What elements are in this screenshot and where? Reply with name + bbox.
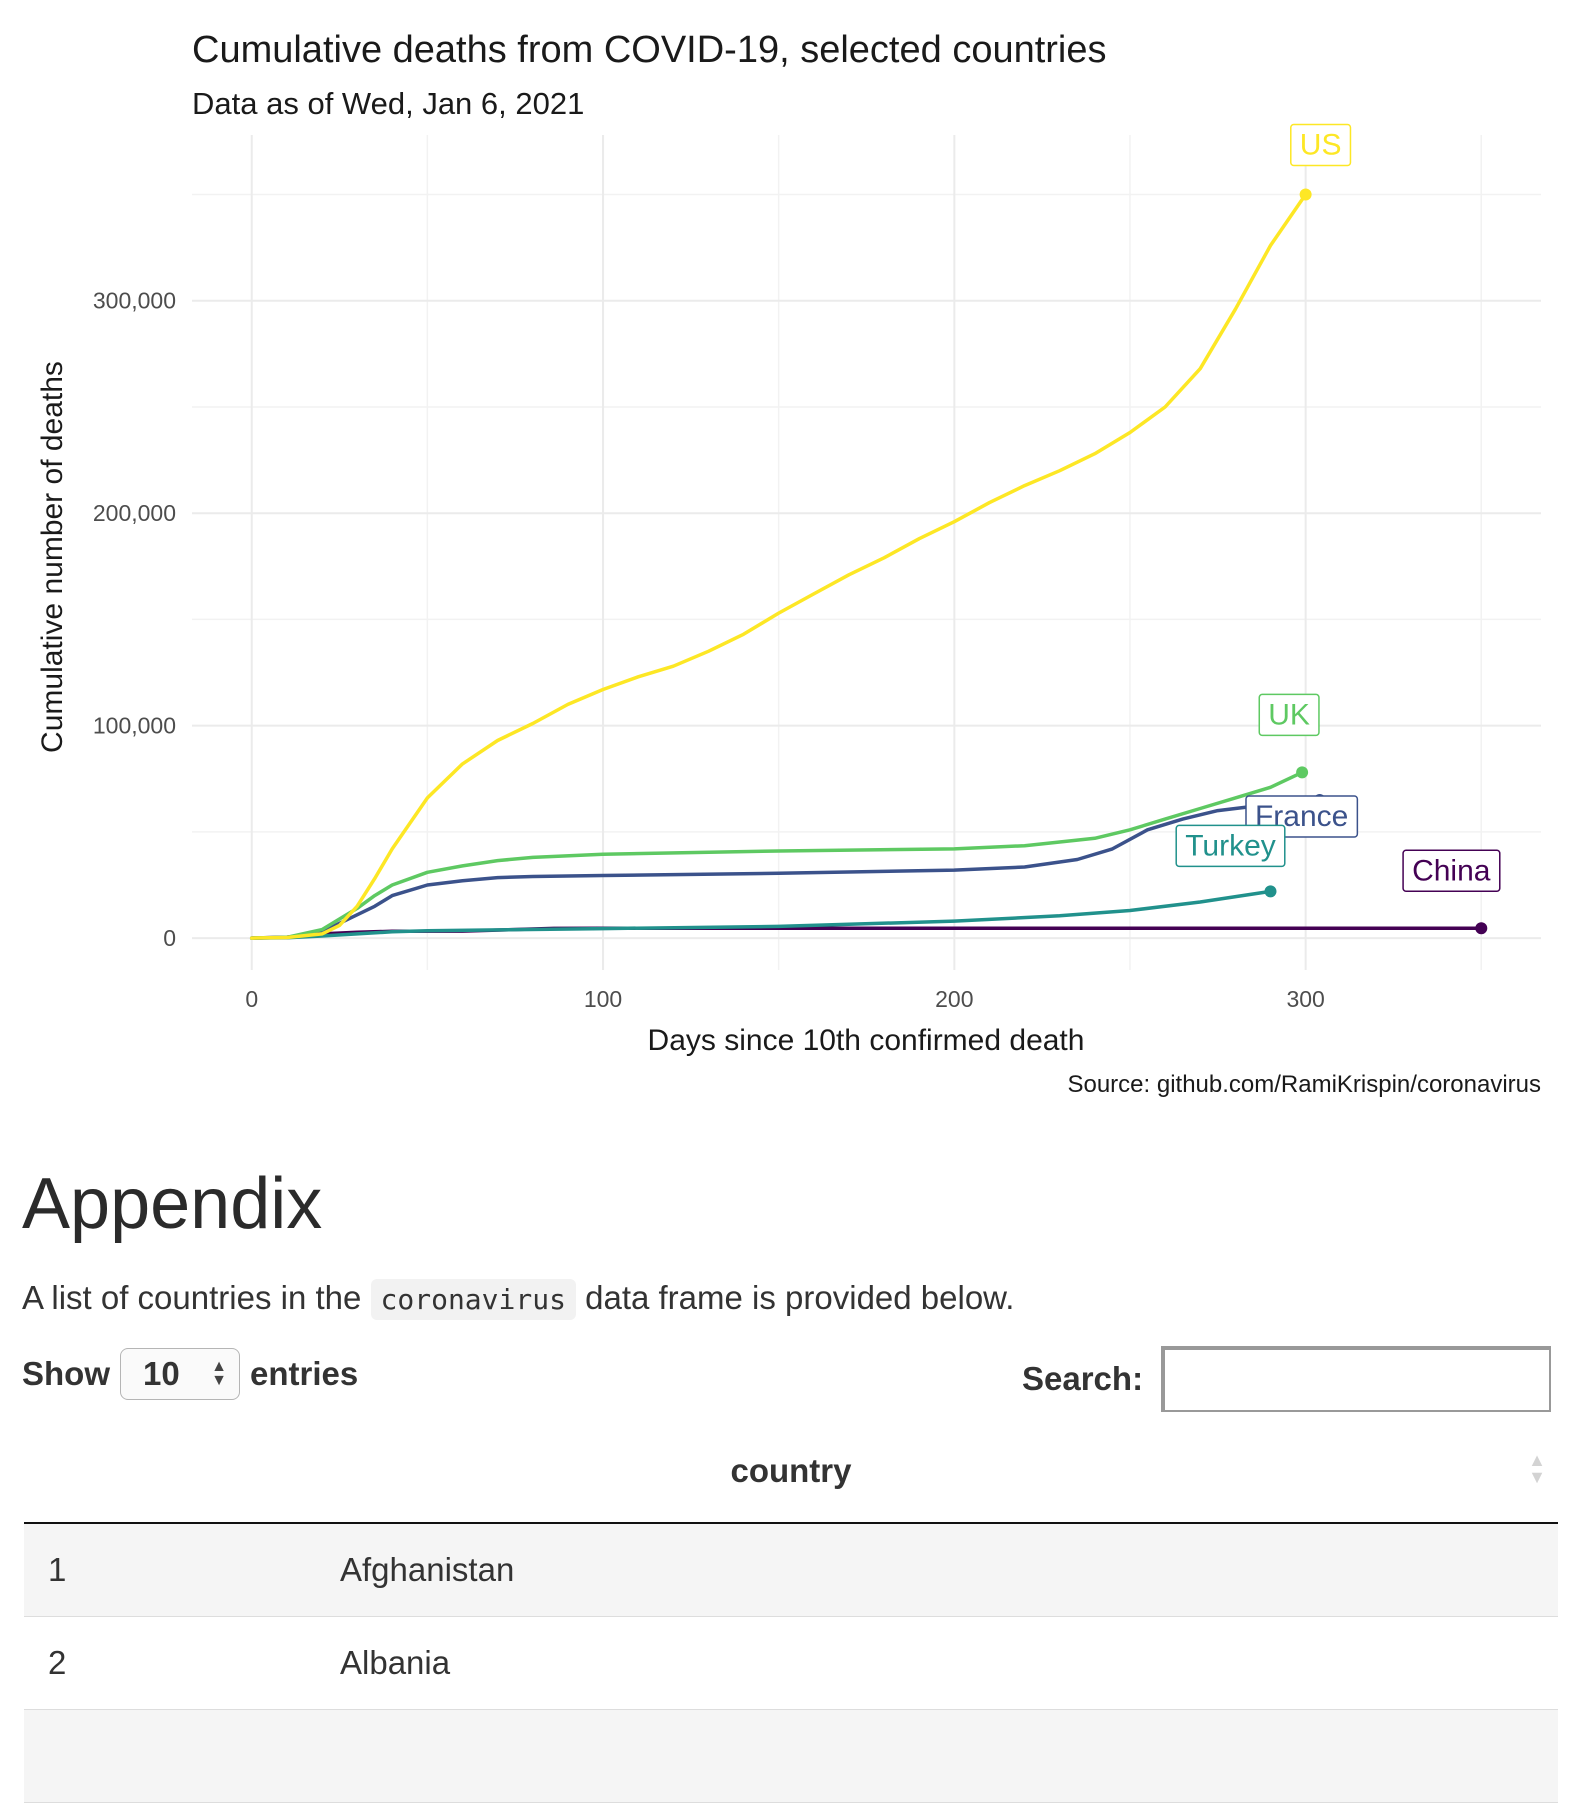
chart-series-lines [249,188,1488,940]
entries-select-value: 10 [143,1355,180,1392]
description-text-start: A list of countries in the [22,1279,371,1316]
table-header: country ▲ ▼ [24,1420,1558,1524]
series-line-us [249,192,1308,940]
series-endpoint-china [1475,922,1488,935]
series-label-text: UK [1268,698,1310,731]
x-tick-label: 100 [584,986,622,1012]
series-label-us: US [1290,123,1352,167]
y-tick-label: 200,000 [93,500,176,526]
search-label: Search: [1022,1360,1144,1397]
entries-select[interactable]: 10 ▲ ▼ [120,1348,240,1400]
chart-caption: Source: github.com/RamiKrispin/coronavir… [1067,1071,1541,1098]
row-country: Afghanistan [340,1551,515,1588]
y-tick-label: 300,000 [93,288,176,314]
table-row[interactable]: 1 Afghanistan [24,1524,1558,1617]
x-tick-label: 300 [1286,986,1324,1012]
x-tick-label: 0 [245,986,258,1012]
chart-ticks: 0 100 200 300 0 100,000 200,000 300,000 [93,288,1325,1012]
y-tick-label: 100,000 [93,713,176,739]
table-row[interactable]: 2 Albania [24,1617,1558,1710]
chart-subtitle: Data as of Wed, Jan 6, 2021 [192,86,584,121]
show-label: Show [22,1355,110,1392]
series-label-box [1175,824,1286,868]
table-row[interactable] [24,1710,1558,1803]
series-endpoint-us [1299,188,1312,201]
countries-table: country ▲ ▼ 1 Afghanistan 2 Albania [24,1420,1558,1803]
appendix-description: A list of countries in the coronavirus d… [22,1278,1015,1320]
series-line-turkey [249,889,1273,940]
series-label-box [1290,123,1352,167]
series-label-china: China [1402,849,1501,892]
deaths-line-chart: Cumulative deaths from COVID-19, selecte… [36,29,1541,1098]
description-text-end: data frame is provided below. [575,1279,1015,1316]
x-tick-label: 200 [935,986,973,1012]
row-index: 2 [48,1644,67,1681]
inline-code: coronavirus [370,1279,576,1320]
search-input[interactable] [1161,1346,1552,1412]
series-endpoint-turkey [1264,885,1277,898]
series-endpoint-uk [1296,766,1309,779]
series-label-turkey: Turkey [1175,824,1286,868]
series-label-text: Turkey [1185,829,1276,862]
table-search-control: Search: [1022,1346,1552,1412]
row-index: 1 [48,1551,67,1588]
series-line-france [249,798,1322,940]
y-axis-title: Cumulative number of deaths [36,361,69,753]
row-country: Albania [340,1644,451,1681]
series-label-text: US [1300,128,1342,161]
column-header-country[interactable]: country [24,1420,1558,1522]
column-header-label: country [730,1452,852,1489]
chart-title: Cumulative deaths from COVID-19, selecte… [192,29,1107,71]
appendix-heading: Appendix [22,1164,323,1244]
series-label-box [1258,693,1320,737]
entries-length-control: Show 10 ▲ ▼ entries [22,1346,358,1402]
sort-arrows-icon[interactable]: ▲ ▼ [1528,1450,1546,1488]
series-label-uk: UK [1258,693,1320,737]
x-axis-title: Days since 10th confirmed death [648,1024,1085,1057]
updown-arrows-icon: ▲ ▼ [211,1357,227,1389]
series-label-box [1402,849,1501,892]
series-label-text: China [1412,854,1491,887]
series-line-uk [249,770,1304,940]
entries-label: entries [250,1355,359,1392]
y-tick-label: 0 [163,925,176,951]
